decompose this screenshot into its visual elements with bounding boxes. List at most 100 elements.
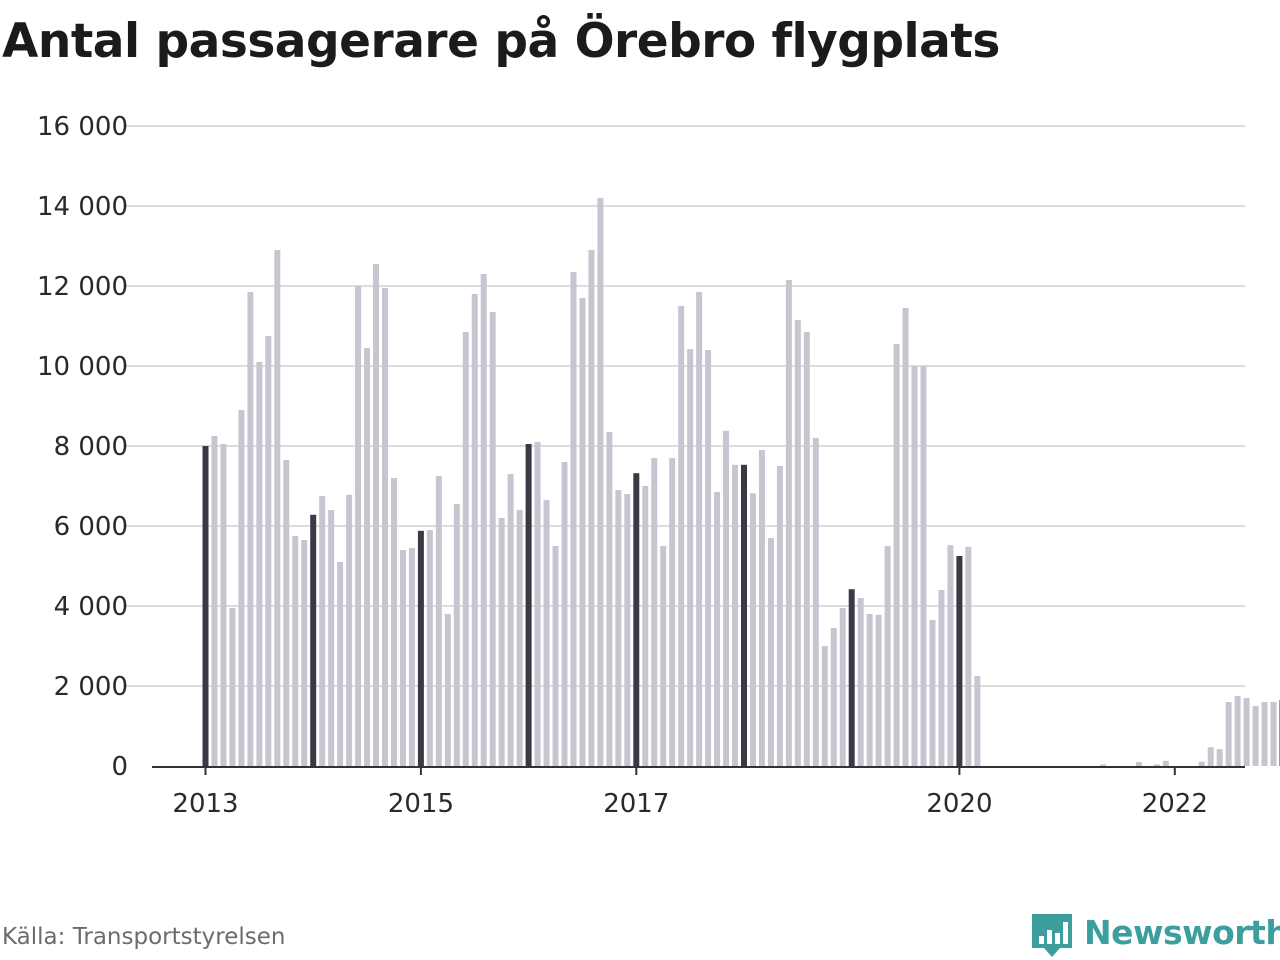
bar <box>633 473 640 766</box>
bar <box>785 280 792 766</box>
bar <box>543 500 550 766</box>
bar <box>767 538 774 766</box>
bar <box>687 349 694 766</box>
bar <box>857 598 864 766</box>
bar <box>382 288 388 766</box>
bar <box>669 458 676 766</box>
bar <box>283 460 290 766</box>
bar <box>830 628 837 766</box>
bar <box>301 540 308 766</box>
bar-chart: 0 2 000 4 000 6 000 8 000 10 000 12 000 14 000 1… <box>37 112 1280 819</box>
bar <box>624 494 631 766</box>
brand-name: Newsworthy <box>1084 913 1280 952</box>
chart-speech-bubble-icon <box>1032 914 1072 957</box>
bar <box>471 294 478 766</box>
bar <box>220 444 227 766</box>
bar <box>399 550 406 766</box>
bar <box>974 676 981 766</box>
bar <box>426 530 433 766</box>
bar <box>570 272 577 766</box>
bar <box>1270 702 1277 766</box>
bar <box>875 614 882 766</box>
bar <box>803 332 810 766</box>
bar <box>893 344 900 766</box>
y-tick-label: 16 000 <box>37 112 128 142</box>
x-tick-label: 2020 <box>926 789 992 819</box>
bar <box>660 546 667 766</box>
bar <box>714 492 721 766</box>
bar <box>364 348 371 766</box>
bar <box>408 548 415 766</box>
bar <box>480 274 487 766</box>
bar <box>848 589 855 766</box>
bar <box>390 478 397 766</box>
bar <box>1153 764 1160 766</box>
bar <box>319 496 326 766</box>
bar <box>435 476 442 766</box>
bar <box>651 458 658 766</box>
bar <box>884 546 891 766</box>
bar <box>588 250 595 766</box>
y-tick-label: 6 000 <box>54 512 128 542</box>
bar <box>956 556 963 766</box>
bar <box>1207 747 1214 766</box>
bar <box>812 438 819 766</box>
x-tick-label: 2015 <box>388 789 454 819</box>
bar <box>911 366 918 766</box>
bar <box>947 545 954 766</box>
bar <box>229 608 236 766</box>
bar <box>1135 762 1142 766</box>
bar <box>678 306 685 766</box>
y-tick-label: 4 000 <box>54 592 128 622</box>
bar <box>346 494 353 766</box>
bar <box>929 620 936 766</box>
bar <box>1261 702 1268 766</box>
bar <box>741 464 747 766</box>
y-axis-labels: 0 2 000 4 000 6 000 8 000 10 000 12 000 14 000 1… <box>37 112 128 782</box>
bar <box>839 608 846 766</box>
bar <box>1252 706 1259 766</box>
bar <box>292 536 299 766</box>
bars <box>202 198 1280 766</box>
bar <box>615 490 622 766</box>
bar <box>525 444 532 766</box>
bar <box>247 292 254 766</box>
bar <box>1198 761 1205 766</box>
x-axis-ticks: 201320152017202020222024 <box>172 766 1208 819</box>
y-tick-label: 2 000 <box>54 672 128 702</box>
bar <box>355 286 362 766</box>
chart-title: Antal passagerare på Örebro flygplats <box>2 14 1000 69</box>
bar <box>579 298 586 766</box>
bar <box>337 562 344 766</box>
bar <box>696 292 703 766</box>
bar <box>749 493 756 766</box>
y-tick-label: 0 <box>111 752 128 782</box>
bar <box>211 436 218 766</box>
bar <box>1216 749 1223 766</box>
bar <box>758 450 765 766</box>
bar <box>462 332 469 766</box>
y-tick-label: 10 000 <box>37 352 128 382</box>
y-tick-label: 14 000 <box>37 192 128 222</box>
x-tick-label: 2017 <box>603 789 669 819</box>
bar <box>1243 698 1250 766</box>
bar <box>732 464 739 766</box>
bar <box>920 366 927 766</box>
bar <box>1234 696 1241 766</box>
bar <box>265 336 272 766</box>
y-tick-label: 12 000 <box>37 272 128 302</box>
bar <box>902 308 909 766</box>
bar <box>776 466 783 766</box>
bar <box>866 614 873 766</box>
bar <box>274 250 281 766</box>
bar <box>498 518 505 766</box>
bar <box>1162 760 1169 766</box>
bar <box>238 410 245 766</box>
bar <box>256 362 263 766</box>
bar <box>1225 702 1232 766</box>
source-note: Källa: Transportstyrelsen <box>2 924 286 950</box>
bar <box>489 312 496 766</box>
bar <box>516 510 523 766</box>
brand-logo[interactable]: Newsworthy <box>1030 910 1280 960</box>
x-tick-label: 2022 <box>1142 789 1208 819</box>
